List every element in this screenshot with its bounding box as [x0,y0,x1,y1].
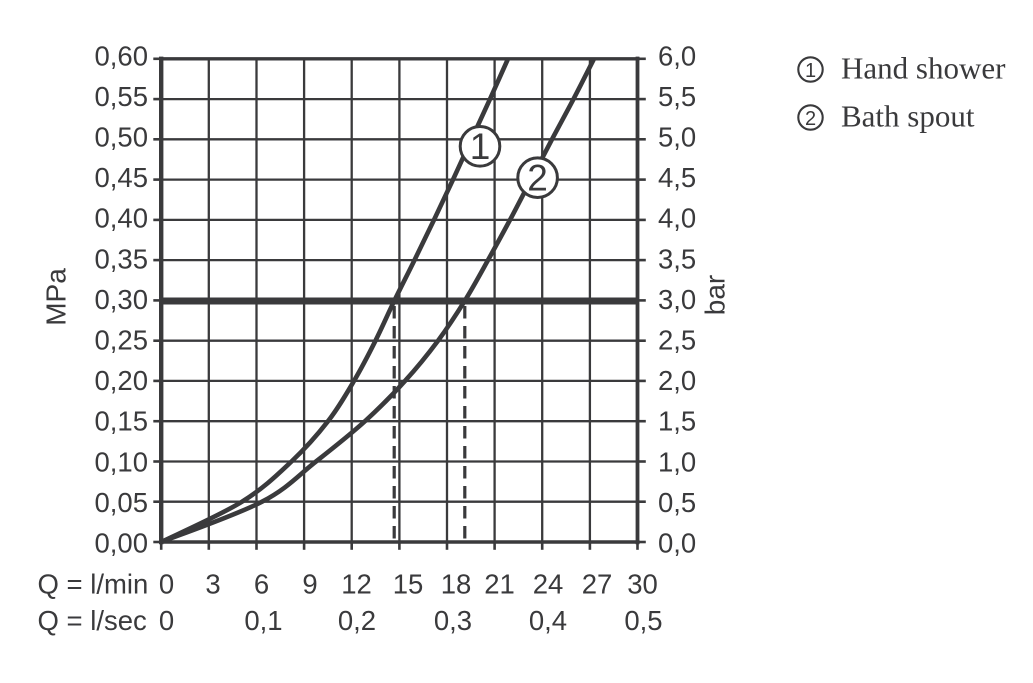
svg-text:0,05: 0,05 [94,487,148,518]
svg-text:0,25: 0,25 [94,325,148,356]
svg-text:27: 27 [582,569,613,600]
svg-text:Q = l/min: Q = l/min [38,569,149,600]
svg-text:0,10: 0,10 [94,446,148,477]
svg-text:6: 6 [254,569,269,600]
svg-text:6,0: 6,0 [658,40,696,71]
svg-text:1: 1 [805,60,816,82]
svg-text:0,20: 0,20 [94,365,148,396]
svg-text:bar: bar [700,275,731,315]
svg-text:18: 18 [441,569,472,600]
svg-text:24: 24 [533,569,564,600]
svg-text:0,30: 0,30 [94,284,148,315]
svg-text:1,0: 1,0 [658,446,696,477]
svg-text:Hand shower: Hand shower [841,51,1006,86]
svg-text:0,35: 0,35 [94,243,148,274]
svg-text:MPa: MPa [41,268,72,326]
svg-text:2,5: 2,5 [658,325,696,356]
svg-text:0: 0 [159,605,174,636]
svg-text:12: 12 [341,569,372,600]
svg-text:Q = l/sec: Q = l/sec [38,605,148,636]
svg-text:5,0: 5,0 [658,122,696,153]
svg-text:0,5: 0,5 [624,605,662,636]
svg-text:3,5: 3,5 [658,243,696,274]
svg-text:30: 30 [627,569,658,600]
svg-text:2: 2 [527,158,548,199]
svg-text:0,15: 0,15 [94,406,148,437]
svg-text:0,5: 0,5 [658,487,696,518]
svg-text:0,50: 0,50 [94,122,148,153]
svg-text:0,4: 0,4 [529,605,567,636]
svg-text:1,5: 1,5 [658,406,696,437]
svg-text:2,0: 2,0 [658,365,696,396]
svg-text:3,0: 3,0 [658,284,696,315]
svg-text:Bath spout: Bath spout [841,99,975,134]
svg-text:0,3: 0,3 [434,605,472,636]
svg-text:1: 1 [470,126,491,167]
svg-text:2: 2 [805,108,816,130]
svg-text:5,5: 5,5 [658,81,696,112]
svg-text:0,45: 0,45 [94,162,148,193]
svg-text:0,1: 0,1 [244,605,282,636]
svg-text:21: 21 [484,569,515,600]
svg-text:15: 15 [393,569,424,600]
svg-text:0,55: 0,55 [94,81,148,112]
svg-text:3: 3 [205,569,220,600]
svg-text:0,0: 0,0 [658,528,696,559]
svg-text:9: 9 [302,569,317,600]
svg-text:0,2: 0,2 [338,605,376,636]
svg-text:4,0: 4,0 [658,203,696,234]
svg-text:0: 0 [159,569,174,600]
svg-text:0,60: 0,60 [94,40,148,71]
svg-text:4,5: 4,5 [658,162,696,193]
svg-text:0,40: 0,40 [94,203,148,234]
svg-text:0,00: 0,00 [94,528,148,559]
